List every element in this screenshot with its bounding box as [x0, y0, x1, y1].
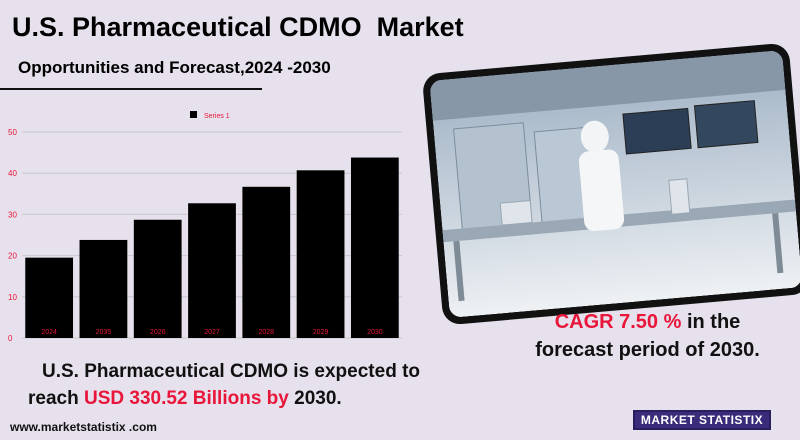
bar — [350, 157, 399, 338]
legend-swatch — [190, 111, 197, 118]
x-tick-label: 2027 — [204, 329, 220, 336]
y-tick-label: 0 — [8, 334, 13, 343]
laboratory-photo — [429, 50, 800, 318]
cagr-value: CAGR 7.50 % — [554, 311, 682, 333]
summary-line2-start: reach — [28, 388, 84, 409]
x-tick-label: 2035 — [96, 329, 112, 336]
y-tick-label: 40 — [8, 169, 17, 178]
cagr-line2: forecast period of 2030. — [535, 339, 760, 361]
laboratory-photo-frame — [421, 42, 800, 326]
summary-highlight: USD 330.52 Billions by — [83, 388, 289, 409]
x-tick-label: 2026 — [150, 329, 166, 336]
title-divider — [0, 88, 262, 90]
y-tick-label: 50 — [8, 128, 17, 137]
cagr-callout: CAGR 7.50 % in the forecast period of 20… — [505, 308, 790, 364]
summary-line1: U.S. Pharmaceutical CDMO is expected to — [42, 361, 421, 382]
legend-label: Series 1 — [204, 113, 230, 120]
summary-line2-end: 2030. — [288, 388, 342, 409]
x-tick-label: 2030 — [367, 329, 383, 336]
page-title: U.S. Pharmaceutical CDMO Market — [12, 12, 464, 42]
brand-logo: MARKET STATISTIX — [633, 410, 771, 430]
bar — [133, 219, 182, 338]
cagr-suffix: in the — [681, 311, 741, 333]
market-summary: U.S. Pharmaceutical CDMO is expected to … — [28, 358, 478, 412]
x-tick-label: 2028 — [258, 329, 274, 336]
bar — [25, 257, 74, 338]
bar — [188, 203, 236, 338]
y-tick-label: 20 — [8, 252, 17, 261]
y-tick-label: 10 — [8, 293, 17, 302]
website-link[interactable]: www.marketstatistix .com — [10, 420, 157, 434]
bar — [296, 170, 345, 338]
x-tick-label: 2029 — [313, 329, 329, 336]
x-tick-label: 2024 — [41, 329, 57, 336]
page-subtitle: Opportunities and Forecast,2024 -2030 — [18, 58, 331, 77]
y-tick-label: 30 — [8, 210, 17, 219]
bar — [79, 239, 128, 338]
bar — [242, 186, 291, 338]
